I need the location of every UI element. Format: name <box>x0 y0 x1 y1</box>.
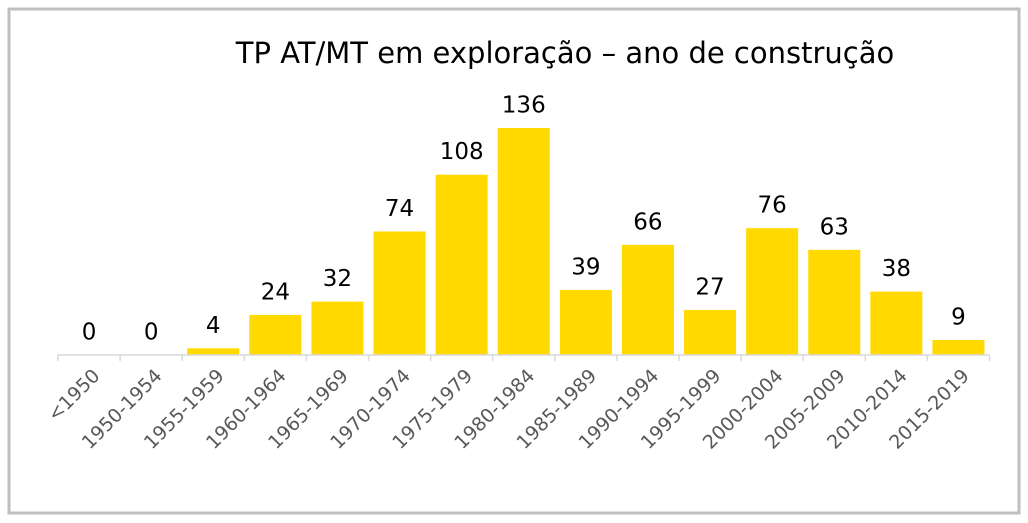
bar <box>187 348 240 355</box>
bar <box>435 174 488 355</box>
bar <box>870 291 923 355</box>
data-label: 38 <box>882 256 911 282</box>
data-label: 9 <box>951 304 966 330</box>
bar <box>684 309 737 355</box>
data-label: 27 <box>695 274 724 300</box>
data-label: 66 <box>633 209 662 235</box>
data-label: 63 <box>820 214 849 240</box>
data-label: 39 <box>571 254 600 280</box>
data-label: 24 <box>261 279 290 305</box>
bar <box>373 231 426 355</box>
data-label: 136 <box>502 93 546 119</box>
data-label: 74 <box>385 196 414 222</box>
data-label: 0 <box>82 320 97 346</box>
data-label: 108 <box>440 139 484 165</box>
data-label: 76 <box>758 193 787 219</box>
bar <box>249 314 302 355</box>
bar <box>932 339 985 355</box>
chart-title: TP AT/MT em exploração – ano de construç… <box>235 36 894 70</box>
bar <box>311 301 364 355</box>
bar <box>621 244 674 355</box>
bar <box>746 228 799 355</box>
bar <box>497 128 550 355</box>
bar <box>808 249 861 355</box>
data-label: 32 <box>323 266 352 292</box>
bar <box>559 289 612 355</box>
data-label: 0 <box>144 320 159 346</box>
data-label: 4 <box>206 313 221 339</box>
